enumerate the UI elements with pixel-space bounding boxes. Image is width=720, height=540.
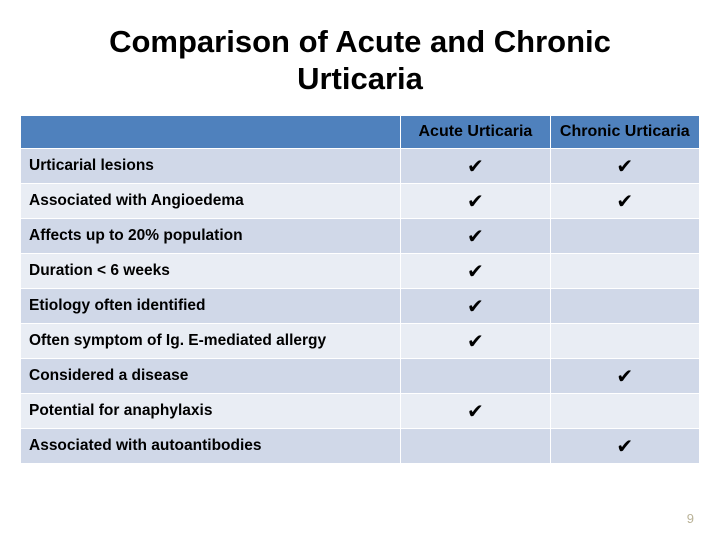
row-feature: Considered a disease — [21, 359, 401, 394]
row-acute — [401, 359, 550, 394]
row-acute: ✔ — [401, 184, 550, 219]
table-row: Affects up to 20% population ✔ — [21, 219, 700, 254]
row-feature: Affects up to 20% population — [21, 219, 401, 254]
slide: Comparison of Acute and Chronic Urticari… — [0, 0, 720, 540]
table-body: Urticarial lesions ✔ ✔ Associated with A… — [21, 149, 700, 464]
slide-title: Comparison of Acute and Chronic Urticari… — [20, 24, 700, 97]
table-row: Considered a disease ✔ — [21, 359, 700, 394]
row-acute — [401, 429, 550, 464]
col-header-feature — [21, 116, 401, 149]
table-header-row: Acute Urticaria Chronic Urticaria — [21, 116, 700, 149]
row-chronic: ✔ — [550, 429, 699, 464]
row-feature: Often symptom of Ig. E-mediated allergy — [21, 324, 401, 359]
row-acute: ✔ — [401, 394, 550, 429]
row-chronic — [550, 394, 699, 429]
row-feature: Associated with Angioedema — [21, 184, 401, 219]
col-header-acute: Acute Urticaria — [401, 116, 550, 149]
row-acute: ✔ — [401, 289, 550, 324]
table-row: Associated with autoantibodies ✔ — [21, 429, 700, 464]
row-acute: ✔ — [401, 219, 550, 254]
table-row: Potential for anaphylaxis ✔ — [21, 394, 700, 429]
table-row: Associated with Angioedema ✔ ✔ — [21, 184, 700, 219]
row-chronic: ✔ — [550, 149, 699, 184]
col-header-chronic: Chronic Urticaria — [550, 116, 699, 149]
comparison-table: Acute Urticaria Chronic Urticaria Urtica… — [20, 115, 700, 464]
row-feature: Potential for anaphylaxis — [21, 394, 401, 429]
table-row: Etiology often identified ✔ — [21, 289, 700, 324]
table-row: Duration < 6 weeks ✔ — [21, 254, 700, 289]
row-chronic — [550, 324, 699, 359]
row-feature: Etiology often identified — [21, 289, 401, 324]
row-acute: ✔ — [401, 149, 550, 184]
row-feature: Urticarial lesions — [21, 149, 401, 184]
row-chronic: ✔ — [550, 359, 699, 394]
table-row: Urticarial lesions ✔ ✔ — [21, 149, 700, 184]
table-row: Often symptom of Ig. E-mediated allergy … — [21, 324, 700, 359]
row-chronic — [550, 254, 699, 289]
row-chronic: ✔ — [550, 184, 699, 219]
row-chronic — [550, 219, 699, 254]
page-number: 9 — [687, 511, 694, 526]
row-feature: Duration < 6 weeks — [21, 254, 401, 289]
row-feature: Associated with autoantibodies — [21, 429, 401, 464]
row-acute: ✔ — [401, 324, 550, 359]
row-acute: ✔ — [401, 254, 550, 289]
row-chronic — [550, 289, 699, 324]
